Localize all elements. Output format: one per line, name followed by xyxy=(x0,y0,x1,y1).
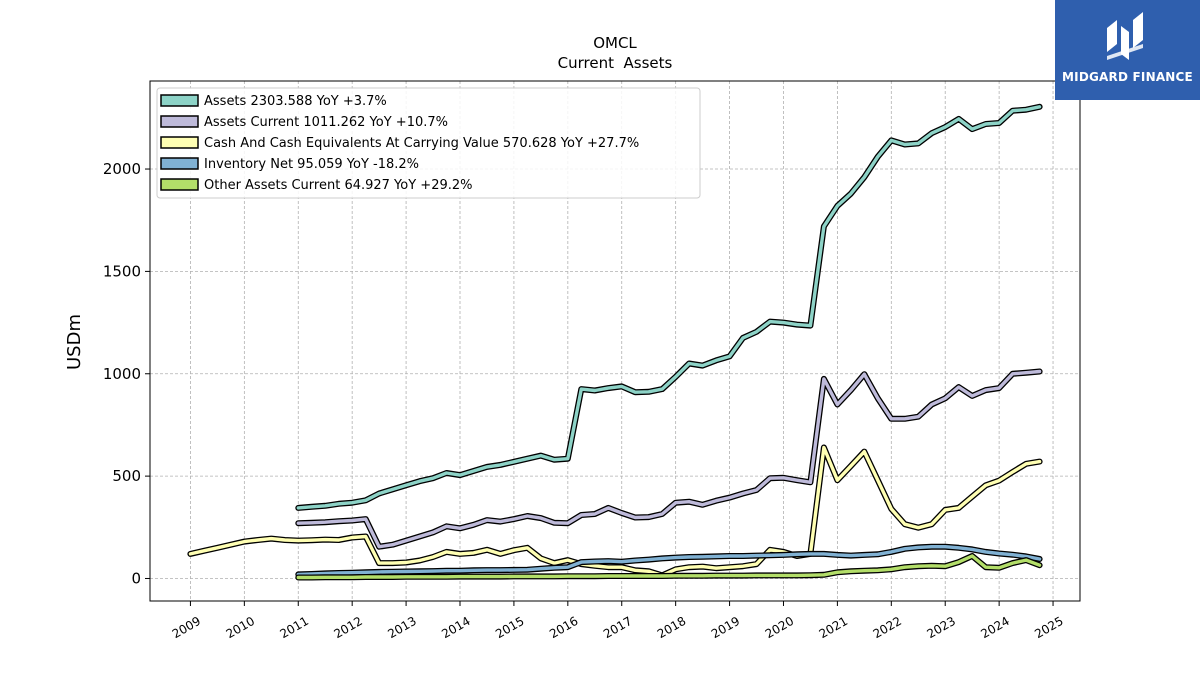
legend-item-assets-swatch xyxy=(160,94,199,107)
x-tick-label: 2017 xyxy=(601,614,634,641)
midgard-mark-icon xyxy=(1107,12,1143,60)
x-tick-label: 2024 xyxy=(978,614,1011,641)
x-tick-label: 2013 xyxy=(385,614,418,641)
series-line-cash xyxy=(188,445,1042,578)
legend-item-assets-current-swatch xyxy=(160,115,199,128)
series-line-assets xyxy=(296,105,1042,510)
y-axis-label: USDm xyxy=(64,314,85,370)
x-tick-label: 2015 xyxy=(493,614,526,641)
x-tick-label: 2019 xyxy=(709,614,742,641)
chart-title: OMCL xyxy=(593,34,637,52)
legend-item-other-assets-swatch xyxy=(160,178,199,191)
legend-item-inventory-swatch xyxy=(160,157,199,170)
x-tick-label: 2012 xyxy=(331,614,364,641)
legend: Assets 2303.588 YoY +3.7% Assets Current … xyxy=(156,87,701,199)
brand-name: MIDGARD FINANCE xyxy=(1062,70,1193,84)
brand-logo: MIDGARD FINANCE xyxy=(1055,0,1200,100)
legend-item-cash-label: Cash And Cash Equivalents At Carrying Va… xyxy=(204,136,639,151)
x-tick-label: 2010 xyxy=(224,614,257,641)
legend-item-cash-swatch xyxy=(160,136,199,149)
y-tick-label: 0 xyxy=(131,569,141,587)
legend-item-inventory-label: Inventory Net 95.059 YoY -18.2% xyxy=(204,157,419,172)
x-tick-label: 2021 xyxy=(817,614,850,641)
legend-box xyxy=(156,87,701,199)
x-tick-label: 2020 xyxy=(763,614,796,641)
y-tick-label: 1000 xyxy=(103,365,141,383)
plot-frame xyxy=(149,80,1081,602)
x-tick-label: 2016 xyxy=(547,614,580,641)
y-tick-label: 1500 xyxy=(103,262,141,280)
legend-item-other-assets-label: Other Assets Current 64.927 YoY +29.2% xyxy=(204,178,473,193)
y-tick-label: 500 xyxy=(112,467,141,485)
series-line-assets-current xyxy=(296,369,1042,549)
series-line-inventory xyxy=(296,545,1042,577)
x-tick-label: 2011 xyxy=(278,614,311,641)
y-tick-label: 2000 xyxy=(103,160,141,178)
x-tick-label: 2025 xyxy=(1032,614,1065,641)
x-tick-label: 2009 xyxy=(170,614,203,641)
x-tick-label: 2014 xyxy=(439,614,472,641)
series-line-assets-current-outline xyxy=(295,368,1043,550)
legend-item-assets-label: Assets 2303.588 YoY +3.7% xyxy=(204,94,387,109)
x-tick-label: 2022 xyxy=(871,614,904,641)
series-line-other-assets xyxy=(296,554,1042,580)
series-layer xyxy=(187,103,1043,581)
x-tick-label: 2018 xyxy=(655,614,688,641)
legend-item-assets-current-label: Assets Current 1011.262 YoY +10.7% xyxy=(204,115,448,130)
chart-subtitle: Current Assets xyxy=(558,54,673,72)
x-tick-label: 2023 xyxy=(924,614,957,641)
